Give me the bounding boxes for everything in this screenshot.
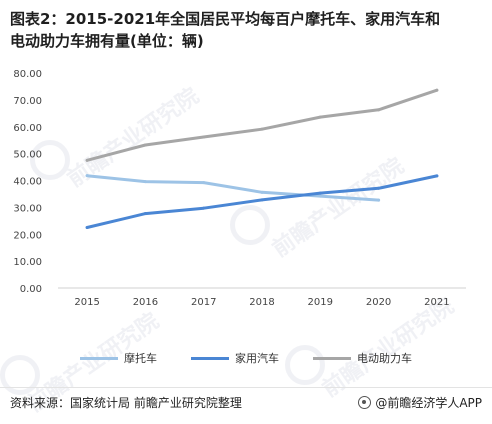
y-tick-label: 0.00 [20, 284, 42, 295]
y-tick-label: 70.00 [13, 96, 42, 107]
legend-swatch [80, 356, 118, 360]
x-tick-label: 2016 [133, 297, 158, 308]
watermark-logo-icon [30, 140, 70, 180]
chart-title-line2: 电动助力车拥有量(单位：辆) [10, 32, 204, 50]
legend-swatch [191, 356, 229, 360]
y-tick-label: 80.00 [13, 69, 42, 80]
watermark-logo-icon [285, 345, 325, 385]
legend-swatch [313, 356, 351, 360]
x-tick-label: 2021 [424, 297, 449, 308]
y-tick-label: 30.00 [13, 203, 42, 214]
y-tick-label: 60.00 [13, 123, 42, 134]
data-point [260, 190, 264, 194]
legend-label: 摩托车 [124, 352, 157, 365]
series-line-2 [85, 174, 439, 229]
data-point [202, 135, 206, 139]
x-tick-label: 2019 [308, 297, 333, 308]
data-point [143, 212, 147, 216]
x-tick-label: 2017 [191, 297, 216, 308]
data-point [377, 186, 381, 190]
chart-title: 图表2：2015-2021年全国居民平均每百户摩托车、家用汽车和 电动助力车拥有… [10, 8, 484, 52]
data-point [318, 194, 322, 198]
brand: @前瞻经济学人APP [358, 394, 482, 411]
watermark-logo-icon [230, 205, 270, 245]
y-tick-label: 40.00 [13, 177, 42, 188]
line-chart: 0.00 10.00 20.00 30.00 40.00 50.00 60.00 70.00 8… [13, 69, 466, 308]
y-tick-label: 50.00 [13, 150, 42, 161]
data-point [202, 181, 206, 185]
legend-item: 电动助力车 [313, 350, 412, 366]
data-point [377, 198, 381, 202]
data-point [377, 108, 381, 112]
data-point [435, 174, 439, 178]
legend-item: 家用汽车 [191, 350, 279, 366]
series-line-3 [85, 88, 439, 162]
legend-label: 家用汽车 [235, 352, 279, 365]
x-axis: 2015 2016 2017 2018 2019 2020 2021 [58, 287, 466, 308]
data-point [85, 158, 89, 162]
brand-logo-icon [358, 396, 372, 409]
data-point [85, 226, 89, 230]
data-point [143, 180, 147, 184]
watermark-logo-icon [0, 355, 40, 395]
footer: 资料来源：国家统计局 前瞻产业研究院整理 @前瞻经济学人APP [10, 394, 482, 411]
x-tick-label: 2018 [249, 297, 274, 308]
x-tick-label: 2015 [74, 297, 99, 308]
brand-label: @前瞻经济学人APP [375, 396, 482, 410]
data-point [143, 143, 147, 147]
y-tick-label: 10.00 [13, 257, 42, 268]
data-point [318, 191, 322, 195]
series-layer [85, 88, 439, 230]
data-point [260, 198, 264, 202]
data-point [318, 115, 322, 119]
data-point [85, 174, 89, 178]
footer-divider [0, 387, 492, 388]
legend-label: 电动助力车 [357, 352, 412, 365]
legend-item: 摩托车 [80, 350, 157, 366]
source-note: 资料来源：国家统计局 前瞻产业研究院整理 [10, 396, 242, 410]
y-axis: 0.00 10.00 20.00 30.00 40.00 50.00 60.00 70.00 8… [13, 69, 42, 295]
data-point [260, 127, 264, 131]
chart-title-line1: 图表2：2015-2021年全国居民平均每百户摩托车、家用汽车和 [10, 10, 441, 28]
data-point [202, 206, 206, 210]
y-tick-label: 20.00 [13, 230, 42, 241]
data-point [435, 88, 439, 92]
x-tick-label: 2020 [366, 297, 391, 308]
series-line-1 [85, 174, 381, 202]
chart-legend: 摩托车 家用汽车 电动助力车 [0, 350, 492, 366]
